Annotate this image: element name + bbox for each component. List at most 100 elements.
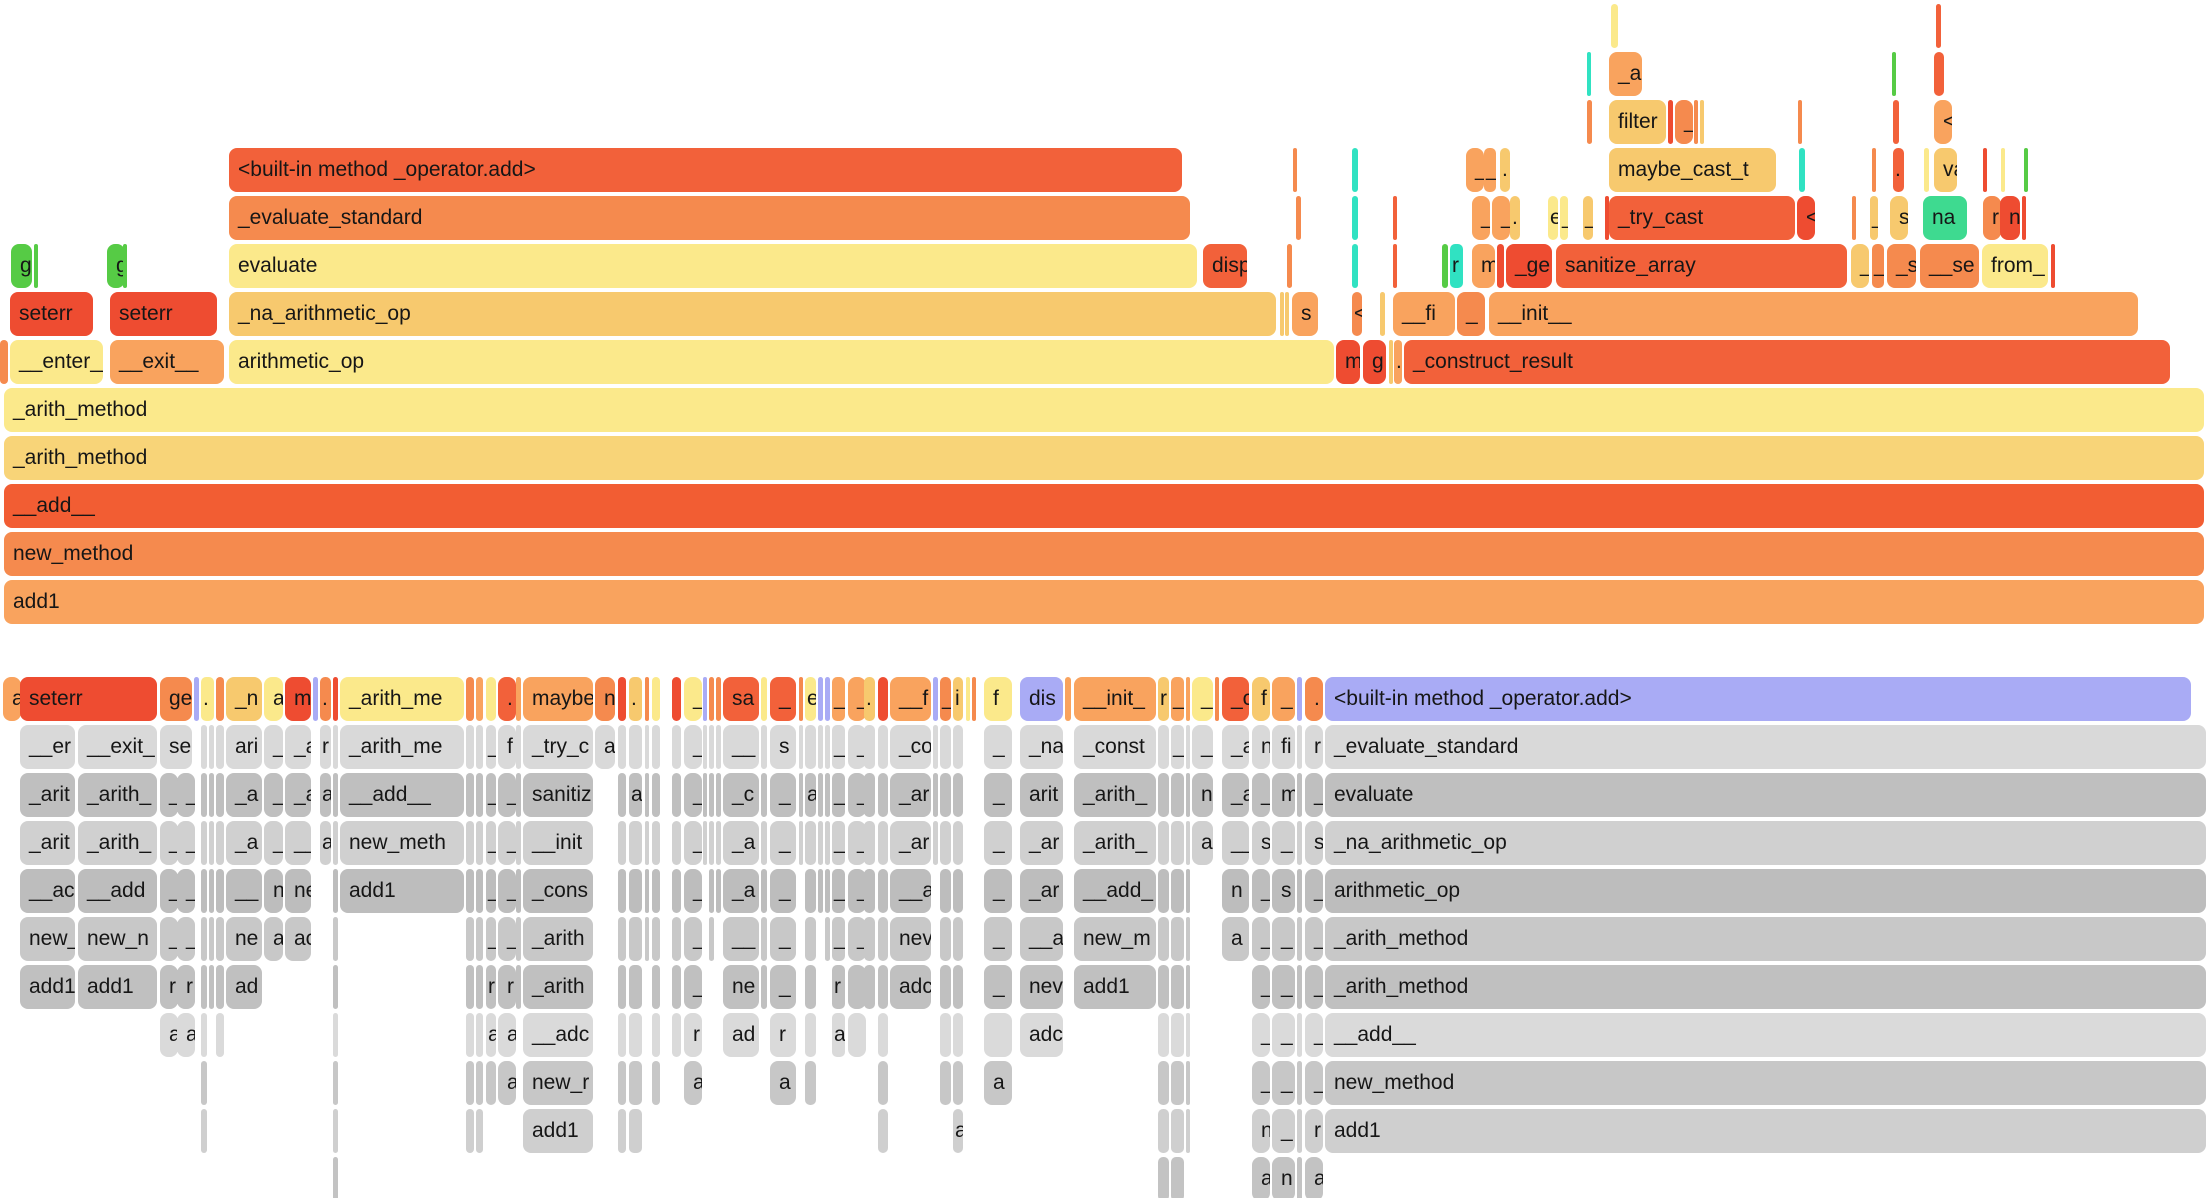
caller-frame-bar[interactable] (1297, 917, 1302, 961)
caller-frame-bar[interactable]: _ (498, 917, 516, 961)
frame-bar[interactable] (1296, 196, 1301, 240)
caller-frame-bar[interactable]: _ (684, 965, 702, 1009)
caller-frame-bar[interactable]: arithmetic_op (1325, 869, 2206, 913)
frame-bar[interactable] (933, 677, 938, 721)
caller-frame-bar[interactable]: r (684, 1013, 702, 1057)
caller-frame-bar[interactable]: _ (264, 725, 283, 769)
caller-frame-bar[interactable]: _ (1305, 917, 1323, 961)
caller-frame-bar[interactable] (848, 965, 866, 1009)
frame-bar[interactable]: _ (1192, 677, 1213, 721)
caller-frame-bar[interactable]: _ar (1020, 821, 1063, 865)
caller-frame-bar[interactable]: _arith_me (340, 725, 464, 769)
frame-bar[interactable]: _ (1870, 196, 1878, 240)
frame-bar[interactable] (703, 677, 707, 721)
caller-frame-bar[interactable]: __adc (523, 1013, 593, 1057)
caller-frame-bar[interactable] (672, 725, 681, 769)
caller-frame-bar[interactable] (1186, 821, 1190, 865)
caller-frame-bar[interactable] (805, 917, 816, 961)
caller-frame-bar[interactable]: ad (226, 965, 262, 1009)
caller-frame-bar[interactable]: _ (1305, 965, 1323, 1009)
frame-bar[interactable]: _evaluate_standard (229, 196, 1190, 240)
frame-bar[interactable]: _arith_method (4, 436, 2204, 480)
caller-frame-bar[interactable]: _ (1252, 917, 1270, 961)
frame-bar[interactable]: n (595, 677, 615, 721)
frame-bar[interactable]: r (1158, 677, 1169, 721)
caller-frame-bar[interactable] (933, 773, 938, 817)
caller-frame-bar[interactable] (1171, 869, 1184, 913)
caller-frame-bar[interactable] (618, 1061, 626, 1105)
caller-frame-bar[interactable] (716, 773, 721, 817)
caller-frame-bar[interactable] (201, 725, 207, 769)
caller-frame-bar[interactable] (878, 773, 888, 817)
caller-frame-bar[interactable]: a (953, 1109, 963, 1153)
frame-bar[interactable]: _ (1492, 196, 1510, 240)
frame-bar[interactable] (1872, 148, 1876, 192)
caller-frame-bar[interactable]: _arith_ (78, 821, 157, 865)
frame-bar[interactable] (216, 677, 224, 721)
caller-frame-bar[interactable] (940, 821, 951, 865)
frame-bar[interactable] (645, 677, 649, 721)
caller-frame-bar[interactable]: _ (848, 773, 866, 817)
caller-frame-bar[interactable] (1186, 965, 1190, 1009)
caller-frame-bar[interactable] (1158, 1013, 1169, 1057)
frame-bar[interactable] (1393, 196, 1397, 240)
caller-frame-bar[interactable]: ari (226, 725, 262, 769)
frame-bar[interactable] (1215, 677, 1219, 721)
caller-frame-bar[interactable] (825, 869, 830, 913)
frame-bar[interactable]: n (2000, 196, 2020, 240)
caller-frame-bar[interactable]: nev (890, 917, 931, 961)
caller-frame-bar[interactable]: ad (723, 1013, 759, 1057)
caller-frame-bar[interactable] (629, 1013, 642, 1057)
caller-frame-bar[interactable] (1297, 1061, 1302, 1105)
caller-frame-bar[interactable] (878, 1013, 888, 1057)
caller-frame-bar[interactable]: _ (770, 917, 796, 961)
caller-frame-bar[interactable] (716, 725, 721, 769)
frame-bar[interactable]: r (1450, 244, 1463, 288)
frame-bar[interactable]: new_method (4, 532, 2204, 576)
frame-bar[interactable] (799, 677, 803, 721)
caller-frame-bar[interactable] (618, 1109, 626, 1153)
caller-frame-bar[interactable]: a (264, 917, 283, 961)
frame-bar[interactable] (1934, 52, 1944, 96)
caller-frame-bar[interactable]: _a (1222, 725, 1249, 769)
caller-frame-bar[interactable]: _arith_method (1325, 917, 2206, 961)
caller-frame-bar[interactable]: a (498, 1013, 516, 1057)
frame-bar[interactable]: _ (1560, 196, 1568, 240)
frame-bar[interactable] (333, 677, 338, 721)
frame-bar[interactable]: _ (1583, 196, 1593, 240)
selected-frame-bar[interactable]: <built-in method _operator.add> (1325, 677, 2191, 721)
caller-frame-bar[interactable] (333, 1013, 338, 1057)
caller-frame-bar[interactable]: _ (984, 773, 1012, 817)
caller-frame-bar[interactable] (1171, 917, 1184, 961)
frame-bar[interactable]: _ (770, 677, 796, 721)
caller-frame-bar[interactable]: _ (264, 821, 283, 865)
caller-frame-bar[interactable] (761, 821, 767, 865)
caller-frame-bar[interactable]: sanitiz (523, 773, 593, 817)
frame-bar[interactable]: seterr (10, 292, 93, 336)
caller-frame-bar[interactable] (333, 1109, 338, 1153)
frame-bar[interactable]: . (1510, 196, 1520, 240)
caller-frame-bar[interactable] (709, 821, 714, 865)
frame-bar[interactable]: _ge (1506, 244, 1552, 288)
caller-frame-bar[interactable] (1171, 965, 1184, 1009)
frame-bar[interactable]: ge (160, 677, 192, 721)
caller-frame-bar[interactable] (878, 917, 888, 961)
caller-frame-bar[interactable]: new_r (523, 1061, 593, 1105)
caller-frame-bar[interactable] (1158, 917, 1169, 961)
frame-bar[interactable]: a (264, 677, 283, 721)
caller-frame-bar[interactable] (476, 821, 483, 865)
frame-bar[interactable]: e (1548, 196, 1558, 240)
caller-frame-bar[interactable] (216, 965, 224, 1009)
caller-frame-bar[interactable] (1171, 1109, 1184, 1153)
frame-bar[interactable]: < (1934, 100, 1952, 144)
caller-frame-bar[interactable] (878, 1061, 888, 1105)
frame-bar[interactable]: m (285, 677, 311, 721)
caller-frame-bar[interactable] (940, 917, 951, 961)
caller-frame-bar[interactable]: a (320, 821, 331, 865)
caller-frame-bar[interactable]: _ (832, 725, 845, 769)
caller-frame-bar[interactable] (716, 869, 721, 913)
caller-frame-bar[interactable] (466, 725, 474, 769)
caller-frame-bar[interactable]: _ (160, 917, 178, 961)
frame-bar[interactable]: s (1890, 196, 1908, 240)
caller-frame-bar[interactable]: _ (486, 821, 496, 865)
